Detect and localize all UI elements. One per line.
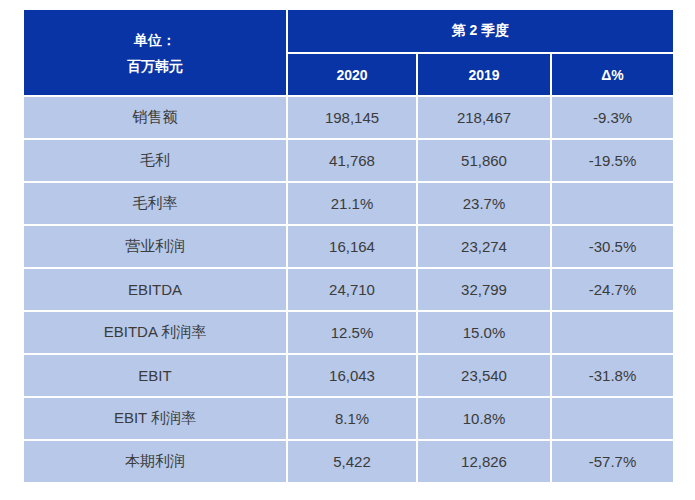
delta-cell: -24.7%: [551, 268, 674, 311]
delta-cell: [551, 397, 674, 440]
unit-header-cell: 单位： 百万韩元: [23, 9, 287, 96]
table-row: EBITDA 24,710 32,799 -24.7%: [23, 268, 674, 311]
table-row: 毛利率 21.1% 23.7%: [23, 182, 674, 225]
value-2020-cell: 16,043: [287, 354, 417, 397]
row-label-cell: EBITDA 利润率: [23, 311, 287, 354]
delta-cell: [551, 311, 674, 354]
row-label-cell: 毛利率: [23, 182, 287, 225]
value-2020-cell: 12.5%: [287, 311, 417, 354]
col-header-2019: 2019: [417, 53, 551, 96]
table-row: 本期利润 5,422 12,826 -57.7%: [23, 440, 674, 483]
value-2019-cell: 23.7%: [417, 182, 551, 225]
value-2020-cell: 41,768: [287, 139, 417, 182]
value-2019-cell: 23,274: [417, 225, 551, 268]
value-2019-cell: 12,826: [417, 440, 551, 483]
row-label-cell: EBITDA: [23, 268, 287, 311]
value-2019-cell: 15.0%: [417, 311, 551, 354]
delta-cell: -57.7%: [551, 440, 674, 483]
value-2020-cell: 16,164: [287, 225, 417, 268]
table-row: EBIT 利润率 8.1% 10.8%: [23, 397, 674, 440]
delta-cell: [551, 182, 674, 225]
table-row: EBITDA 利润率 12.5% 15.0%: [23, 311, 674, 354]
value-2019-cell: 10.8%: [417, 397, 551, 440]
col-header-2020: 2020: [287, 53, 417, 96]
delta-cell: -19.5%: [551, 139, 674, 182]
quarter-header-cell: 第 2 季度: [287, 9, 674, 53]
table-row: 营业利润 16,164 23,274 -30.5%: [23, 225, 674, 268]
row-label-cell: 销售额: [23, 96, 287, 139]
unit-label-line2: 百万韩元: [24, 53, 286, 79]
header-row-quarter: 单位： 百万韩元 第 2 季度: [23, 9, 674, 53]
delta-cell: -9.3%: [551, 96, 674, 139]
row-label-cell: EBIT: [23, 354, 287, 397]
table-row: EBIT 16,043 23,540 -31.8%: [23, 354, 674, 397]
value-2019-cell: 218,467: [417, 96, 551, 139]
row-label-cell: EBIT 利润率: [23, 397, 287, 440]
financial-results-table: 单位： 百万韩元 第 2 季度 2020 2019 Δ% 销售额 198,145…: [22, 8, 675, 484]
delta-cell: -30.5%: [551, 225, 674, 268]
value-2020-cell: 8.1%: [287, 397, 417, 440]
value-2020-cell: 21.1%: [287, 182, 417, 225]
table-row: 销售额 198,145 218,467 -9.3%: [23, 96, 674, 139]
row-label-cell: 毛利: [23, 139, 287, 182]
value-2019-cell: 23,540: [417, 354, 551, 397]
row-label-cell: 营业利润: [23, 225, 287, 268]
value-2020-cell: 24,710: [287, 268, 417, 311]
col-header-delta: Δ%: [551, 53, 674, 96]
q2-results-table: 单位： 百万韩元 第 2 季度 2020 2019 Δ% 销售额 198,145…: [22, 8, 675, 484]
value-2020-cell: 5,422: [287, 440, 417, 483]
value-2019-cell: 32,799: [417, 268, 551, 311]
delta-cell: -31.8%: [551, 354, 674, 397]
value-2019-cell: 51,860: [417, 139, 551, 182]
table-row: 毛利 41,768 51,860 -19.5%: [23, 139, 674, 182]
value-2020-cell: 198,145: [287, 96, 417, 139]
row-label-cell: 本期利润: [23, 440, 287, 483]
unit-label-line1: 单位：: [24, 27, 286, 53]
